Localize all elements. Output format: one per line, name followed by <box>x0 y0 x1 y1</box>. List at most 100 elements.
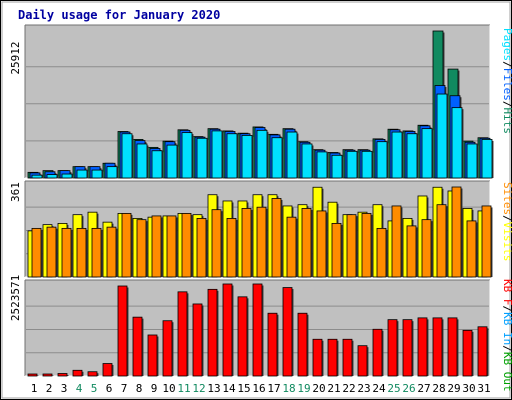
pages-bar-day-9 <box>151 150 163 179</box>
pages-bar-day-15 <box>241 135 253 179</box>
x-tick-label-25: 25 <box>387 382 400 395</box>
pages-bar-day-30 <box>466 143 478 179</box>
x-tick-label-5: 5 <box>91 382 98 395</box>
legend-entry: Files <box>501 68 512 101</box>
sites-bar-day-5 <box>91 227 102 278</box>
pages-bar-day-6 <box>106 166 118 179</box>
x-tick-label-19: 19 <box>297 382 310 395</box>
kb-f-bar-day-16 <box>252 283 263 377</box>
kb-f-bar-day-15 <box>237 296 248 377</box>
x-tick-label-17: 17 <box>267 382 280 395</box>
sites-bar-day-19 <box>301 208 312 278</box>
sites-bar-day-2 <box>46 226 57 278</box>
visits-sites-panel <box>24 180 493 278</box>
pages-bar-day-11 <box>181 132 193 179</box>
kb-f-bar-day-9 <box>147 334 158 377</box>
kb-f-bar-day-14 <box>222 283 233 377</box>
pages-bar-day-14 <box>226 133 238 179</box>
sites-bar-day-16 <box>256 206 267 278</box>
legend-kb: KB F/KB In/KB Out <box>501 279 512 392</box>
legend-entry: / <box>501 61 512 68</box>
sites-bar-day-8 <box>136 219 147 278</box>
sites-bar-day-7 <box>121 213 132 278</box>
x-tick-label-21: 21 <box>327 382 340 395</box>
x-tick-label-13: 13 <box>207 382 220 395</box>
x-tick-label-15: 15 <box>237 382 250 395</box>
x-tick-label-22: 22 <box>342 382 355 395</box>
x-tick-label-28: 28 <box>432 382 445 395</box>
kb-f-bar-day-17 <box>267 312 278 377</box>
x-tick-label-6: 6 <box>106 382 113 395</box>
kb-f-bar-day-1 <box>27 373 38 377</box>
sites-bar-day-9 <box>151 215 162 278</box>
x-tick-label-4: 4 <box>76 382 83 395</box>
x-tick-label-20: 20 <box>312 382 325 395</box>
pages-bar-day-20 <box>316 151 328 179</box>
hits-files-pages-panel <box>24 24 494 179</box>
x-tick-label-16: 16 <box>252 382 265 395</box>
pages-bar-day-28 <box>436 93 448 179</box>
legend-entry: / <box>501 101 512 108</box>
sites-bar-day-31 <box>481 205 492 278</box>
sites-bar-day-17 <box>271 198 282 278</box>
pages-bar-day-2 <box>46 174 58 179</box>
x-tick-label-30: 30 <box>462 382 475 395</box>
x-tick-label-26: 26 <box>402 382 415 395</box>
kb-f-bar-day-29 <box>447 317 458 377</box>
pages-bar-day-10 <box>166 144 178 179</box>
legend-entry: Hits <box>501 108 512 135</box>
kb-f-bar-day-18 <box>282 287 293 377</box>
pages-bar-day-25 <box>391 131 403 179</box>
x-tick-label-29: 29 <box>447 382 460 395</box>
sites-bar-day-3 <box>61 227 72 278</box>
sites-bar-day-4 <box>76 227 87 278</box>
x-tick-label-2: 2 <box>46 382 53 395</box>
pages-bar-day-16 <box>256 129 268 179</box>
kb-f-bar-day-2 <box>42 373 53 377</box>
kb-f-bar-day-8 <box>132 316 143 377</box>
legend-entry: Pages <box>501 28 512 61</box>
kb-f-bar-day-28 <box>432 317 443 377</box>
legend-hits-files-pages: Pages/Files/Hits <box>501 28 512 134</box>
legend-entry: Visits <box>501 222 512 262</box>
kb-f-bar-day-24 <box>372 328 383 377</box>
sites-bar-day-21 <box>331 222 342 278</box>
y-max-label-hits: 25912 <box>9 41 22 74</box>
kb-panel <box>24 279 491 377</box>
pages-bar-day-1 <box>31 174 43 179</box>
sites-bar-day-13 <box>211 209 222 278</box>
x-tick-label-10: 10 <box>162 382 175 395</box>
sites-bar-day-10 <box>166 215 177 278</box>
kb-f-bar-day-7 <box>117 285 128 377</box>
pages-bar-day-19 <box>301 143 313 179</box>
pages-bar-day-29 <box>451 107 463 179</box>
x-tick-label-11: 11 <box>177 382 190 395</box>
pages-bar-day-27 <box>421 128 433 179</box>
pages-bar-day-12 <box>196 137 208 179</box>
legend-entry: Sites <box>501 182 512 215</box>
kb-f-bar-day-5 <box>87 371 98 377</box>
sites-bar-day-26 <box>406 225 417 278</box>
kb-f-bar-day-6 <box>102 363 113 377</box>
sites-bar-day-23 <box>361 213 372 278</box>
chart-title: Daily usage for January 2020 <box>18 8 220 22</box>
kb-f-bar-day-25 <box>387 319 398 377</box>
x-tick-label-31: 31 <box>477 382 490 395</box>
kb-f-bar-day-3 <box>57 373 68 377</box>
pages-bar-day-23 <box>361 150 373 179</box>
kb-f-bar-day-22 <box>342 338 353 377</box>
x-tick-label-18: 18 <box>282 382 295 395</box>
x-tick-label-14: 14 <box>222 382 236 395</box>
legend-entry: / <box>501 345 512 352</box>
x-tick-label-27: 27 <box>417 382 430 395</box>
x-tick-label-23: 23 <box>357 382 370 395</box>
pages-bar-day-3 <box>61 173 73 179</box>
pages-bar-day-22 <box>346 150 358 179</box>
kb-f-bar-day-10 <box>162 320 173 377</box>
pages-bar-day-4 <box>76 169 88 179</box>
kb-f-bar-day-21 <box>327 338 338 377</box>
legend-entry: / <box>501 215 512 222</box>
pages-bar-day-24 <box>376 141 388 179</box>
kb-f-bar-day-27 <box>417 317 428 377</box>
